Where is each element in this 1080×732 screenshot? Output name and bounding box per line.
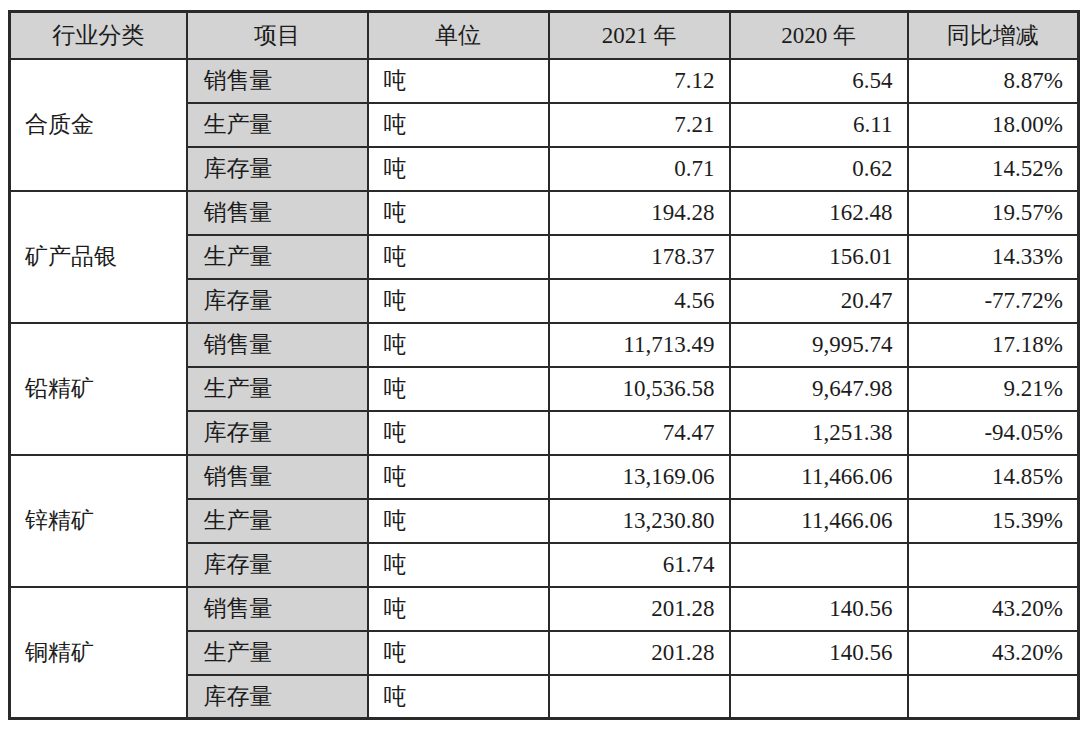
unit-cell: 吨 bbox=[368, 587, 549, 631]
yoy-change-cell: -77.72% bbox=[908, 279, 1079, 323]
unit-cell: 吨 bbox=[368, 631, 549, 675]
value-2020-cell: 6.11 bbox=[730, 103, 908, 147]
value-2020-cell: 11,466.06 bbox=[730, 455, 908, 499]
item-cell: 销售量 bbox=[187, 323, 368, 367]
unit-cell: 吨 bbox=[368, 675, 549, 719]
unit-cell: 吨 bbox=[368, 323, 549, 367]
unit-cell: 吨 bbox=[368, 103, 549, 147]
unit-cell: 吨 bbox=[368, 235, 549, 279]
value-2021-cell: 194.28 bbox=[549, 191, 730, 235]
category-cell: 锌精矿 bbox=[10, 455, 187, 587]
header-unit: 单位 bbox=[368, 12, 549, 59]
value-2020-cell: 1,251.38 bbox=[730, 411, 908, 455]
value-2020-cell: 20.47 bbox=[730, 279, 908, 323]
value-2020-cell bbox=[730, 543, 908, 587]
item-cell: 库存量 bbox=[187, 279, 368, 323]
item-cell: 生产量 bbox=[187, 499, 368, 543]
value-2020-cell: 140.56 bbox=[730, 587, 908, 631]
yoy-change-cell: 43.20% bbox=[908, 587, 1079, 631]
item-cell: 生产量 bbox=[187, 631, 368, 675]
category-cell: 铅精矿 bbox=[10, 323, 187, 455]
table-row: 锌精矿销售量吨13,169.0611,466.0614.85% bbox=[10, 455, 1079, 499]
item-cell: 生产量 bbox=[187, 235, 368, 279]
item-cell: 库存量 bbox=[187, 411, 368, 455]
table-row: 铅精矿销售量吨11,713.499,995.7417.18% bbox=[10, 323, 1079, 367]
item-cell: 生产量 bbox=[187, 367, 368, 411]
unit-cell: 吨 bbox=[368, 191, 549, 235]
value-2020-cell: 9,995.74 bbox=[730, 323, 908, 367]
item-cell: 销售量 bbox=[187, 191, 368, 235]
yoy-change-cell: 8.87% bbox=[908, 59, 1079, 103]
table-header-row: 行业分类 项目 单位 2021 年 2020 年 同比增减 bbox=[10, 12, 1079, 59]
value-2021-cell: 7.12 bbox=[549, 59, 730, 103]
header-yoy-change: 同比增减 bbox=[908, 12, 1079, 59]
header-industry-category: 行业分类 bbox=[10, 12, 187, 59]
unit-cell: 吨 bbox=[368, 279, 549, 323]
header-item: 项目 bbox=[187, 12, 368, 59]
value-2021-cell: 201.28 bbox=[549, 587, 730, 631]
yoy-change-cell: 43.20% bbox=[908, 631, 1079, 675]
item-cell: 销售量 bbox=[187, 455, 368, 499]
unit-cell: 吨 bbox=[368, 59, 549, 103]
value-2021-cell: 11,713.49 bbox=[549, 323, 730, 367]
table-row: 矿产品银销售量吨194.28162.4819.57% bbox=[10, 191, 1079, 235]
yoy-change-cell: 14.52% bbox=[908, 147, 1079, 191]
header-year-2020: 2020 年 bbox=[730, 12, 908, 59]
table-row: 铜精矿销售量吨201.28140.5643.20% bbox=[10, 587, 1079, 631]
unit-cell: 吨 bbox=[368, 455, 549, 499]
value-2021-cell: 0.71 bbox=[549, 147, 730, 191]
header-year-2021: 2021 年 bbox=[549, 12, 730, 59]
unit-cell: 吨 bbox=[368, 543, 549, 587]
item-cell: 销售量 bbox=[187, 59, 368, 103]
value-2021-cell: 74.47 bbox=[549, 411, 730, 455]
item-cell: 库存量 bbox=[187, 543, 368, 587]
value-2020-cell: 9,647.98 bbox=[730, 367, 908, 411]
item-cell: 库存量 bbox=[187, 147, 368, 191]
value-2020-cell: 162.48 bbox=[730, 191, 908, 235]
category-cell: 铜精矿 bbox=[10, 587, 187, 719]
unit-cell: 吨 bbox=[368, 411, 549, 455]
value-2020-cell: 140.56 bbox=[730, 631, 908, 675]
value-2021-cell bbox=[549, 675, 730, 719]
value-2020-cell bbox=[730, 675, 908, 719]
item-cell: 库存量 bbox=[187, 675, 368, 719]
value-2021-cell: 13,230.80 bbox=[549, 499, 730, 543]
yoy-change-cell: 15.39% bbox=[908, 499, 1079, 543]
table-row: 合质金销售量吨7.126.548.87% bbox=[10, 59, 1079, 103]
yoy-change-cell: 14.85% bbox=[908, 455, 1079, 499]
value-2021-cell: 4.56 bbox=[549, 279, 730, 323]
value-2021-cell: 61.74 bbox=[549, 543, 730, 587]
category-cell: 矿产品银 bbox=[10, 191, 187, 323]
value-2021-cell: 201.28 bbox=[549, 631, 730, 675]
value-2021-cell: 13,169.06 bbox=[549, 455, 730, 499]
yoy-change-cell: 19.57% bbox=[908, 191, 1079, 235]
item-cell: 销售量 bbox=[187, 587, 368, 631]
yoy-change-cell: 17.18% bbox=[908, 323, 1079, 367]
value-2020-cell: 0.62 bbox=[730, 147, 908, 191]
value-2021-cell: 10,536.58 bbox=[549, 367, 730, 411]
yoy-change-cell: 18.00% bbox=[908, 103, 1079, 147]
yoy-change-cell: -94.05% bbox=[908, 411, 1079, 455]
value-2021-cell: 178.37 bbox=[549, 235, 730, 279]
yoy-change-cell: 9.21% bbox=[908, 367, 1079, 411]
item-cell: 生产量 bbox=[187, 103, 368, 147]
production-sales-table: 行业分类 项目 单位 2021 年 2020 年 同比增减 合质金销售量吨7.1… bbox=[8, 10, 1080, 720]
yoy-change-cell: 14.33% bbox=[908, 235, 1079, 279]
unit-cell: 吨 bbox=[368, 367, 549, 411]
value-2021-cell: 7.21 bbox=[549, 103, 730, 147]
unit-cell: 吨 bbox=[368, 147, 549, 191]
value-2020-cell: 11,466.06 bbox=[730, 499, 908, 543]
yoy-change-cell bbox=[908, 543, 1079, 587]
value-2020-cell: 156.01 bbox=[730, 235, 908, 279]
yoy-change-cell bbox=[908, 675, 1079, 719]
unit-cell: 吨 bbox=[368, 499, 549, 543]
category-cell: 合质金 bbox=[10, 59, 187, 191]
value-2020-cell: 6.54 bbox=[730, 59, 908, 103]
